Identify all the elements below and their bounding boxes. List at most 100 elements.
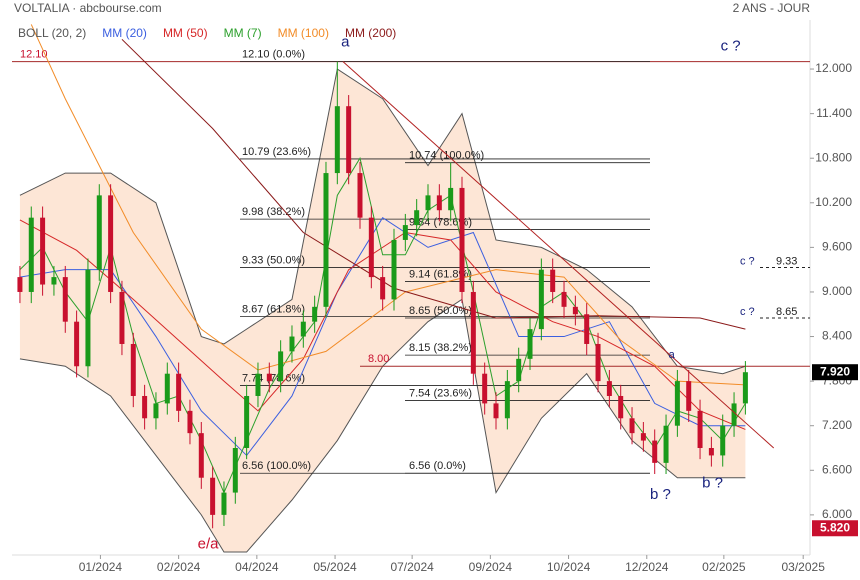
fib-label: 7.74 (78.6%): [242, 372, 305, 384]
legend-entry: MM (7): [224, 26, 262, 40]
target-label: 9.33: [776, 255, 797, 267]
legend-entry: MM (20): [102, 26, 147, 40]
level-label: 8.00: [368, 353, 389, 365]
wave-label: b ?: [650, 486, 671, 503]
candle-body: [436, 195, 442, 211]
x-tick-label: 05/2024: [313, 560, 357, 574]
candle-body: [221, 492, 227, 515]
y-tick-label: 9.000: [822, 284, 852, 298]
candle-body: [232, 448, 238, 493]
wave-label: e/a: [198, 536, 220, 553]
fib-label: 9.14 (61.8%): [409, 268, 472, 280]
y-tick-label: 12.000: [815, 61, 852, 75]
candle-body: [402, 225, 408, 240]
fib-label: 6.56 (0.0%): [409, 460, 466, 472]
y-tick-label: 7.200: [822, 418, 852, 432]
candle-body: [742, 372, 748, 404]
candle-body: [85, 269, 91, 367]
fib-label: 8.67 (61.8%): [242, 303, 305, 315]
moving-average: [30, 24, 746, 386]
candle-body: [504, 381, 510, 419]
candle-body: [323, 173, 329, 307]
fib-label: 10.79 (23.6%): [242, 146, 311, 158]
candle-body: [334, 106, 340, 174]
moving-average: [19, 219, 746, 430]
fib-label: 7.54 (23.6%): [409, 387, 472, 399]
wave-label: a: [669, 349, 676, 361]
x-tick-label: 04/2024: [235, 560, 279, 574]
legend-entry: MM (100): [278, 26, 329, 40]
fib-label: 10.74 (100.0%): [409, 150, 484, 162]
candle-body: [51, 277, 57, 285]
y-tick-label: 9.600: [822, 240, 852, 254]
y-tick-label: 10.200: [815, 195, 852, 209]
x-tick-label: 07/2024: [390, 560, 434, 574]
y-tick-label: 11.400: [816, 106, 852, 120]
candle-body: [198, 433, 204, 478]
fib-label: 12.10 (0.0%): [242, 49, 305, 61]
candle-body: [561, 291, 567, 307]
candle-body: [527, 329, 533, 359]
y-tick-label: 6.600: [822, 462, 852, 476]
x-tick-label: 01/2024: [79, 560, 123, 574]
moving-average: [19, 156, 746, 494]
x-tick-label: 09/2024: [469, 560, 513, 574]
candle-body: [164, 373, 170, 404]
price-box-label: 5.820: [820, 520, 850, 534]
candle-body: [266, 373, 272, 382]
candle-body: [584, 314, 590, 344]
target-tag: c ?: [740, 255, 755, 267]
moving-average: [19, 216, 746, 457]
fib-label: 8.15 (38.2%): [409, 342, 472, 354]
candle-body: [176, 373, 182, 411]
candle-body: [516, 358, 522, 382]
candle-body: [210, 477, 216, 515]
wave-label: c ?: [721, 38, 741, 55]
candle-body: [40, 217, 46, 285]
fib-label: 6.56 (100.0%): [242, 460, 311, 472]
candle-body: [425, 195, 431, 211]
x-tick-label: 02/2025: [702, 560, 746, 574]
candle-body: [289, 336, 295, 352]
trendline: [342, 61, 775, 449]
candle-body: [28, 217, 34, 292]
candle-body: [674, 381, 680, 426]
candle-body: [74, 321, 80, 367]
candle-body: [153, 403, 159, 419]
candle-body: [346, 106, 352, 174]
price-box: [812, 520, 858, 537]
candle-body: [391, 239, 397, 300]
fib-label: 8.65 (50.0%): [409, 305, 472, 317]
candle-body: [255, 373, 261, 396]
candle-body: [652, 440, 658, 463]
bollinger-upper: [19, 68, 746, 375]
x-tick-label: 03/2025: [782, 560, 826, 574]
chart-subtitle: 2 ANS - JOUR: [733, 1, 811, 15]
x-tick-label: 10/2024: [547, 560, 591, 574]
candle-body: [697, 410, 703, 448]
candle-body: [312, 306, 318, 322]
y-tick-label: 8.400: [822, 329, 852, 343]
candle-body: [618, 395, 624, 419]
legend-entry: MM (50): [163, 26, 208, 40]
candle-body: [108, 195, 114, 292]
legend-entry: BOLL (20, 2): [18, 26, 86, 40]
fib-label: 9.98 (38.2%): [242, 206, 305, 218]
y-tick-label: 6.000: [822, 507, 852, 521]
candle-body: [448, 187, 454, 211]
x-tick-label: 12/2024: [625, 560, 669, 574]
moving-average: [121, 38, 746, 330]
candle-body: [720, 425, 726, 456]
candle-body: [640, 433, 646, 441]
wave-label: b ?: [702, 475, 723, 492]
wave-label: a: [341, 33, 350, 50]
candle-body: [663, 425, 669, 463]
fib-label: 9.33 (50.0%): [242, 254, 305, 266]
candle-body: [96, 195, 102, 270]
target-tag: c ?: [740, 306, 755, 318]
candle-body: [731, 403, 737, 426]
candle-body: [62, 277, 68, 322]
candle-body: [493, 403, 499, 419]
candle-body: [368, 217, 374, 278]
